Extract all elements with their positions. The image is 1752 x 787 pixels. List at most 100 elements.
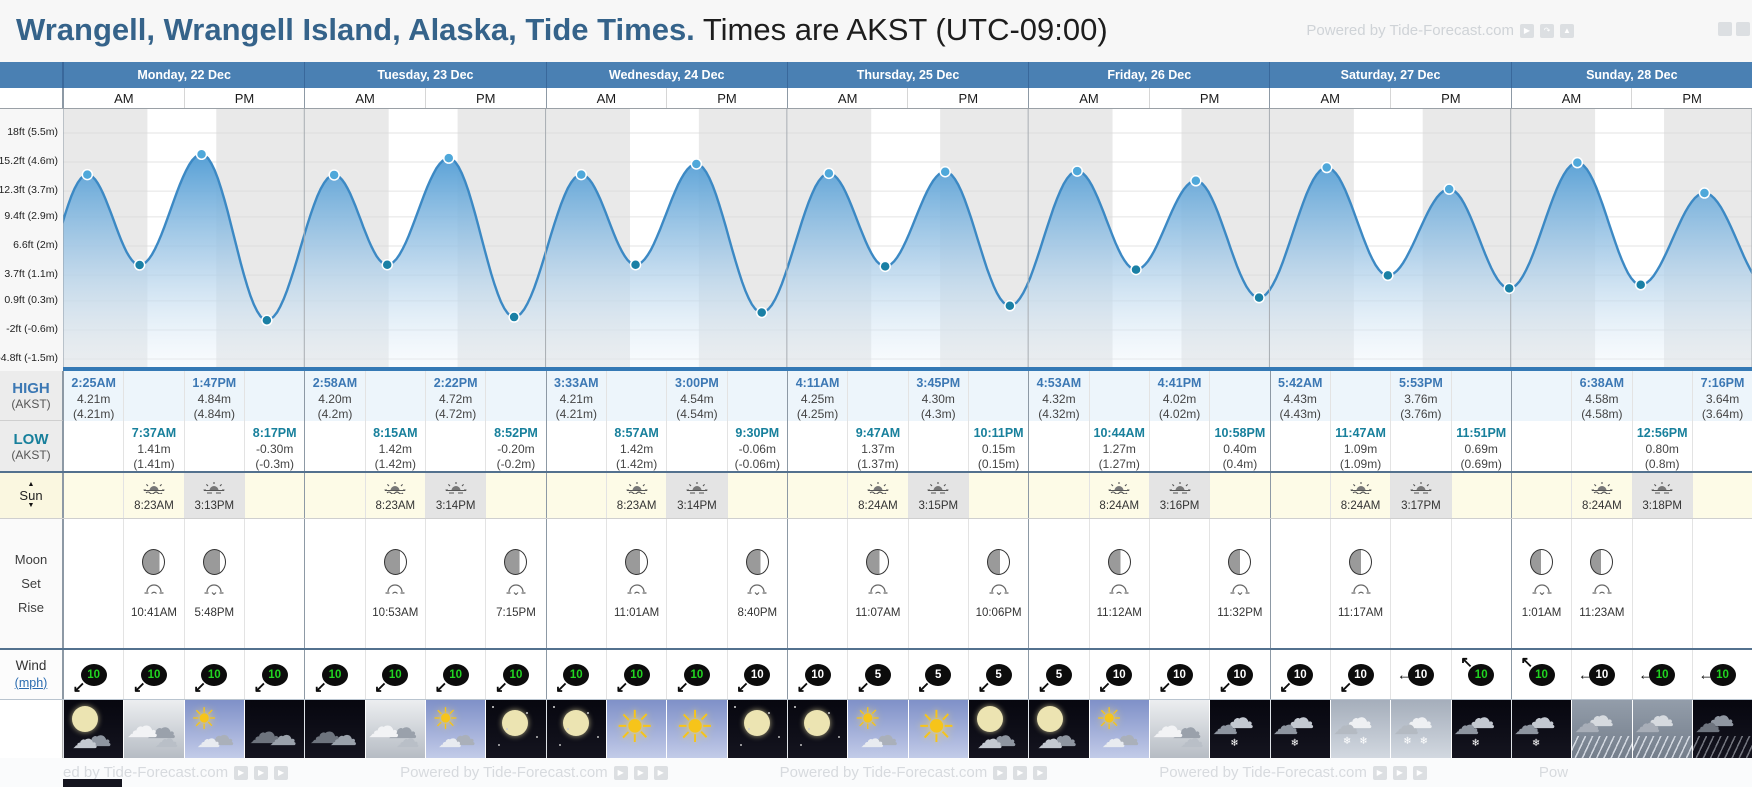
moon-cell (243, 519, 304, 648)
wind-speed-value: 10 (449, 668, 463, 681)
sun-row-label: ▲ Sun ▼ (0, 473, 63, 518)
high-tide-marker[interactable] (939, 165, 951, 178)
low-tide-marker[interactable] (1503, 282, 1515, 295)
low-tide-cell (907, 421, 968, 471)
high-tide-marker[interactable] (1190, 175, 1202, 187)
high-tide-cell (1209, 371, 1269, 421)
wind-direction-arrow-icon: ← (1638, 666, 1654, 683)
sunrise-time: 8:24AM (1099, 499, 1140, 512)
sun-label: Sun (19, 487, 43, 503)
sunset-cell: 3:17PM (1391, 473, 1451, 518)
moon-phase-icon (1590, 548, 1614, 575)
low-tide-height-paren: (-0.06m) (734, 456, 780, 471)
high-tide-marker[interactable] (690, 158, 703, 170)
moon-entry: 7:15PM (486, 519, 545, 648)
low-tide-cell: 10:11PM 0.15m (0.15m) (967, 421, 1028, 471)
high-tide-marker[interactable] (195, 148, 208, 161)
low-tide-marker[interactable] (879, 260, 891, 273)
high-tide-time: 7:16PM (1700, 376, 1745, 390)
app-icon: ▶ (1033, 765, 1048, 780)
low-tide-entry: 8:17PM -0.30m (-0.3m) (245, 421, 304, 472)
weather-icon-day-partcloud: ☀ ☁ ☁ (1089, 700, 1149, 758)
weather-icon-day-rain: ☁ ☁ (1632, 700, 1692, 758)
wind-entry: 5 ↙ (969, 650, 1028, 699)
sun-cell: 8:23AM (123, 473, 183, 518)
high-tide-time: 3:45PM (916, 376, 961, 390)
share-icon: ▶ (633, 765, 648, 780)
moon-entry: 11:01AM (607, 519, 666, 648)
sun-row-toggle[interactable]: ▲ Sun ▼ (19, 481, 42, 509)
low-tide-height-paren: (1.42m) (374, 456, 416, 471)
high-tide-marker[interactable] (1698, 187, 1711, 199)
low-tide-cell (666, 421, 726, 471)
moon-cell (1691, 519, 1752, 648)
high-tide-marker[interactable] (328, 169, 340, 181)
wind-speed-value: 10 (750, 668, 764, 681)
high-label: HIGH (12, 380, 50, 397)
high-tide-height-paren: (4.84m) (193, 406, 235, 421)
sun-row: ▲ Sun ▼ 8:23AM 3:13PM 8:23AM 3:14PM 8:23AM 3:… (0, 473, 1752, 519)
sunset-icon (1169, 480, 1191, 499)
sunset-icon (1410, 480, 1432, 499)
low-tide-marker[interactable] (261, 314, 273, 327)
moon-cell (304, 519, 364, 648)
wind-speed-value: 10 (811, 668, 824, 681)
wind-speed-badge: 10 ↙ (1279, 663, 1314, 695)
cloud-icon: ☁ (1694, 708, 1721, 738)
day-header-0: Monday, 22 Dec (63, 62, 304, 88)
low-tide-marker[interactable] (133, 259, 146, 271)
moon-cell (545, 519, 606, 648)
low-tide-marker[interactable] (1130, 263, 1142, 276)
y-axis-tick-label: 12.3ft (3.7m) (0, 184, 58, 197)
high-tide-marker[interactable] (1071, 165, 1083, 177)
wind-cell: 10 ↙ (605, 650, 666, 699)
low-tide-marker[interactable] (1004, 300, 1016, 312)
low-tide-cell: 9:30PM -0.06m (-0.06m) (726, 421, 787, 471)
wind-entry: 5 ↙ (909, 650, 968, 699)
sunset-time: 3:13PM (194, 499, 235, 512)
high-tide-cell: 2:22PM 4.72m (4.72m) (424, 371, 485, 421)
wind-unit-link[interactable]: (mph) (14, 675, 48, 690)
moon-set-time: 11:17AM (1337, 606, 1384, 619)
ampm-pm: PM (1631, 88, 1752, 108)
weather-cell: ☁ ☁ ☁ (1148, 700, 1210, 758)
high-tide-marker[interactable] (443, 152, 455, 164)
high-tide-marker[interactable] (823, 167, 835, 180)
high-tide-time: 4:11AM (795, 376, 840, 390)
wind-entry: 10 ↙ (426, 650, 485, 699)
low-tide-marker[interactable] (508, 311, 520, 323)
wind-cell: 10 ← (1691, 650, 1752, 699)
high-tide-cell: 4:11AM 4.25m (4.25m) (786, 371, 847, 421)
ampm-am: AM (545, 88, 667, 108)
moon-phase-icon (625, 548, 649, 575)
wind-speed-value: 10 (1474, 668, 1488, 681)
wind-direction-arrow-icon: ← (1396, 666, 1412, 683)
moon-row: Moon Set Rise 10:41AM 5:48PM 10:53AM 7:15PM… (0, 519, 1752, 650)
cloud-icon: ☁ (395, 726, 420, 753)
wind-speed-value: 10 (1173, 668, 1186, 681)
sunrise-cell: 8:23AM (607, 473, 666, 518)
low-tide-time: 8:52PM (494, 426, 538, 440)
high-tide-marker[interactable] (1571, 156, 1584, 169)
low-tide-marker[interactable] (1634, 279, 1647, 291)
low-tide-marker[interactable] (755, 306, 768, 319)
y-axis-tick-label: 15.2ft (4.6m) (0, 155, 58, 168)
moon-entry: 11:17AM (1331, 519, 1390, 648)
wind-speed-badge: 10 ↙ (1098, 663, 1133, 695)
sun-cell (545, 473, 606, 518)
high-tide-marker[interactable] (1320, 161, 1333, 174)
high-tide-marker[interactable] (81, 168, 94, 181)
wind-speed-value: 5 (995, 668, 1002, 681)
weather-cell: ☁ ☁ (304, 700, 365, 758)
high-tide-height: 4.21m (559, 391, 593, 406)
high-tide-marker[interactable] (575, 168, 588, 181)
low-tide-time: 10:58PM (1214, 426, 1266, 440)
low-tide-marker[interactable] (1253, 291, 1265, 304)
low-tide-marker[interactable] (1382, 269, 1394, 282)
low-tide-marker[interactable] (629, 258, 642, 271)
high-tide-entry: 2:25AM 4.21m (4.21m) (64, 371, 123, 422)
high-tide-marker[interactable] (1443, 183, 1455, 195)
wind-speed-value: 5 (935, 668, 942, 681)
low-tide-marker[interactable] (381, 258, 393, 271)
high-tide-height: 4.84m (197, 391, 231, 406)
